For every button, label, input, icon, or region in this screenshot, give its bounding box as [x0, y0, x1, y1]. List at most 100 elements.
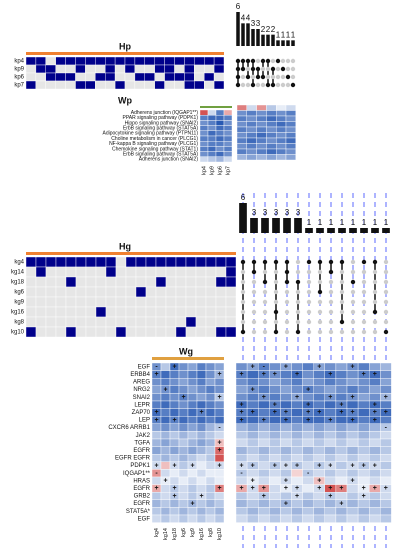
- bar: [261, 218, 269, 233]
- cell: [55, 266, 67, 278]
- cell: [369, 446, 381, 455]
- cell: [203, 72, 215, 82]
- cell: [324, 469, 337, 478]
- cell: [35, 72, 47, 82]
- cell: [380, 507, 392, 516]
- cell: [151, 378, 162, 387]
- cell: [85, 286, 97, 298]
- cell: [175, 326, 187, 338]
- cell: [154, 64, 165, 74]
- bar-label: 3: [296, 208, 301, 217]
- set-dot: [306, 279, 312, 285]
- cell-sign: +: [217, 462, 221, 469]
- cell: [25, 286, 37, 298]
- cell: [346, 484, 359, 493]
- cell: [164, 56, 175, 66]
- cell: [196, 385, 207, 394]
- set-dot: [290, 74, 296, 80]
- cell: [205, 454, 216, 463]
- cell: [214, 514, 225, 523]
- cell: [45, 276, 57, 288]
- cell: [246, 143, 257, 150]
- set-dot: [285, 66, 291, 72]
- bar-label: 1: [281, 30, 286, 39]
- cell: [151, 507, 162, 516]
- cell: [346, 423, 359, 432]
- cell: [205, 416, 216, 425]
- cell: [187, 423, 198, 432]
- set-dot: [245, 82, 251, 88]
- cell: [125, 306, 137, 318]
- cell: [302, 507, 314, 516]
- set-dot: [383, 329, 389, 335]
- cell: [258, 431, 270, 440]
- row-label: EGF: [138, 516, 151, 522]
- cell: [225, 316, 237, 328]
- cell: [280, 423, 292, 432]
- cell: [155, 316, 167, 328]
- cell: [105, 276, 117, 288]
- cell-sign: +: [217, 485, 221, 492]
- column-label: kg16: [199, 528, 205, 540]
- cell: [258, 469, 270, 478]
- cell-sign: +: [317, 462, 321, 469]
- annotation-bar: [26, 52, 224, 55]
- row-label: NRG2: [133, 387, 150, 393]
- cell: [175, 256, 187, 268]
- cell: [235, 514, 248, 523]
- cell: [75, 256, 87, 268]
- cell: [196, 476, 207, 485]
- set-dot: [350, 329, 356, 335]
- cell: [285, 110, 297, 117]
- column-label: kg18: [172, 528, 178, 540]
- cell: [291, 514, 303, 523]
- cell-sign: +: [317, 478, 321, 485]
- cell: [236, 148, 248, 155]
- cell: [235, 385, 248, 394]
- cell: [357, 507, 370, 516]
- cell: [302, 446, 314, 455]
- row-label: CXCR6 ARRB1: [108, 425, 150, 431]
- cell: [125, 316, 137, 328]
- cell: [145, 266, 157, 278]
- cell: [65, 64, 76, 74]
- cell: [35, 266, 47, 278]
- row-label: EGF: [138, 364, 151, 370]
- cell: [151, 492, 162, 501]
- cell: [291, 400, 303, 409]
- column-label: kg10: [217, 528, 223, 540]
- cell: [236, 110, 248, 117]
- cell: [178, 476, 189, 485]
- cell-sign: +: [328, 462, 332, 469]
- set-dot: [290, 82, 296, 88]
- cell: [269, 499, 281, 508]
- bar-label: 1: [318, 218, 323, 227]
- bar: [283, 218, 291, 233]
- cell: [105, 306, 117, 318]
- cell: [178, 370, 189, 379]
- cell: [145, 286, 157, 298]
- cell: [178, 507, 189, 516]
- cell: [313, 446, 326, 455]
- set-dot: [317, 259, 323, 265]
- cell: [215, 306, 227, 318]
- row-label: LEP: [139, 418, 150, 424]
- cell: [291, 408, 303, 417]
- cell-sign: +: [172, 485, 176, 492]
- row-label: kp9: [14, 67, 24, 73]
- cell-sign: +: [273, 402, 277, 409]
- set-dot: [317, 309, 323, 315]
- cell: [196, 514, 207, 523]
- cell: [214, 416, 225, 425]
- cell: [266, 126, 277, 133]
- cell: [324, 378, 337, 387]
- bar-label: 1: [291, 30, 296, 39]
- cell: [187, 362, 198, 371]
- cell-sign: +: [384, 409, 388, 416]
- cell: [104, 56, 116, 66]
- cell: [85, 56, 96, 66]
- set-dot: [240, 279, 246, 285]
- cell: [215, 125, 225, 131]
- cell-sign: +: [306, 409, 310, 416]
- set-dot: [285, 58, 291, 64]
